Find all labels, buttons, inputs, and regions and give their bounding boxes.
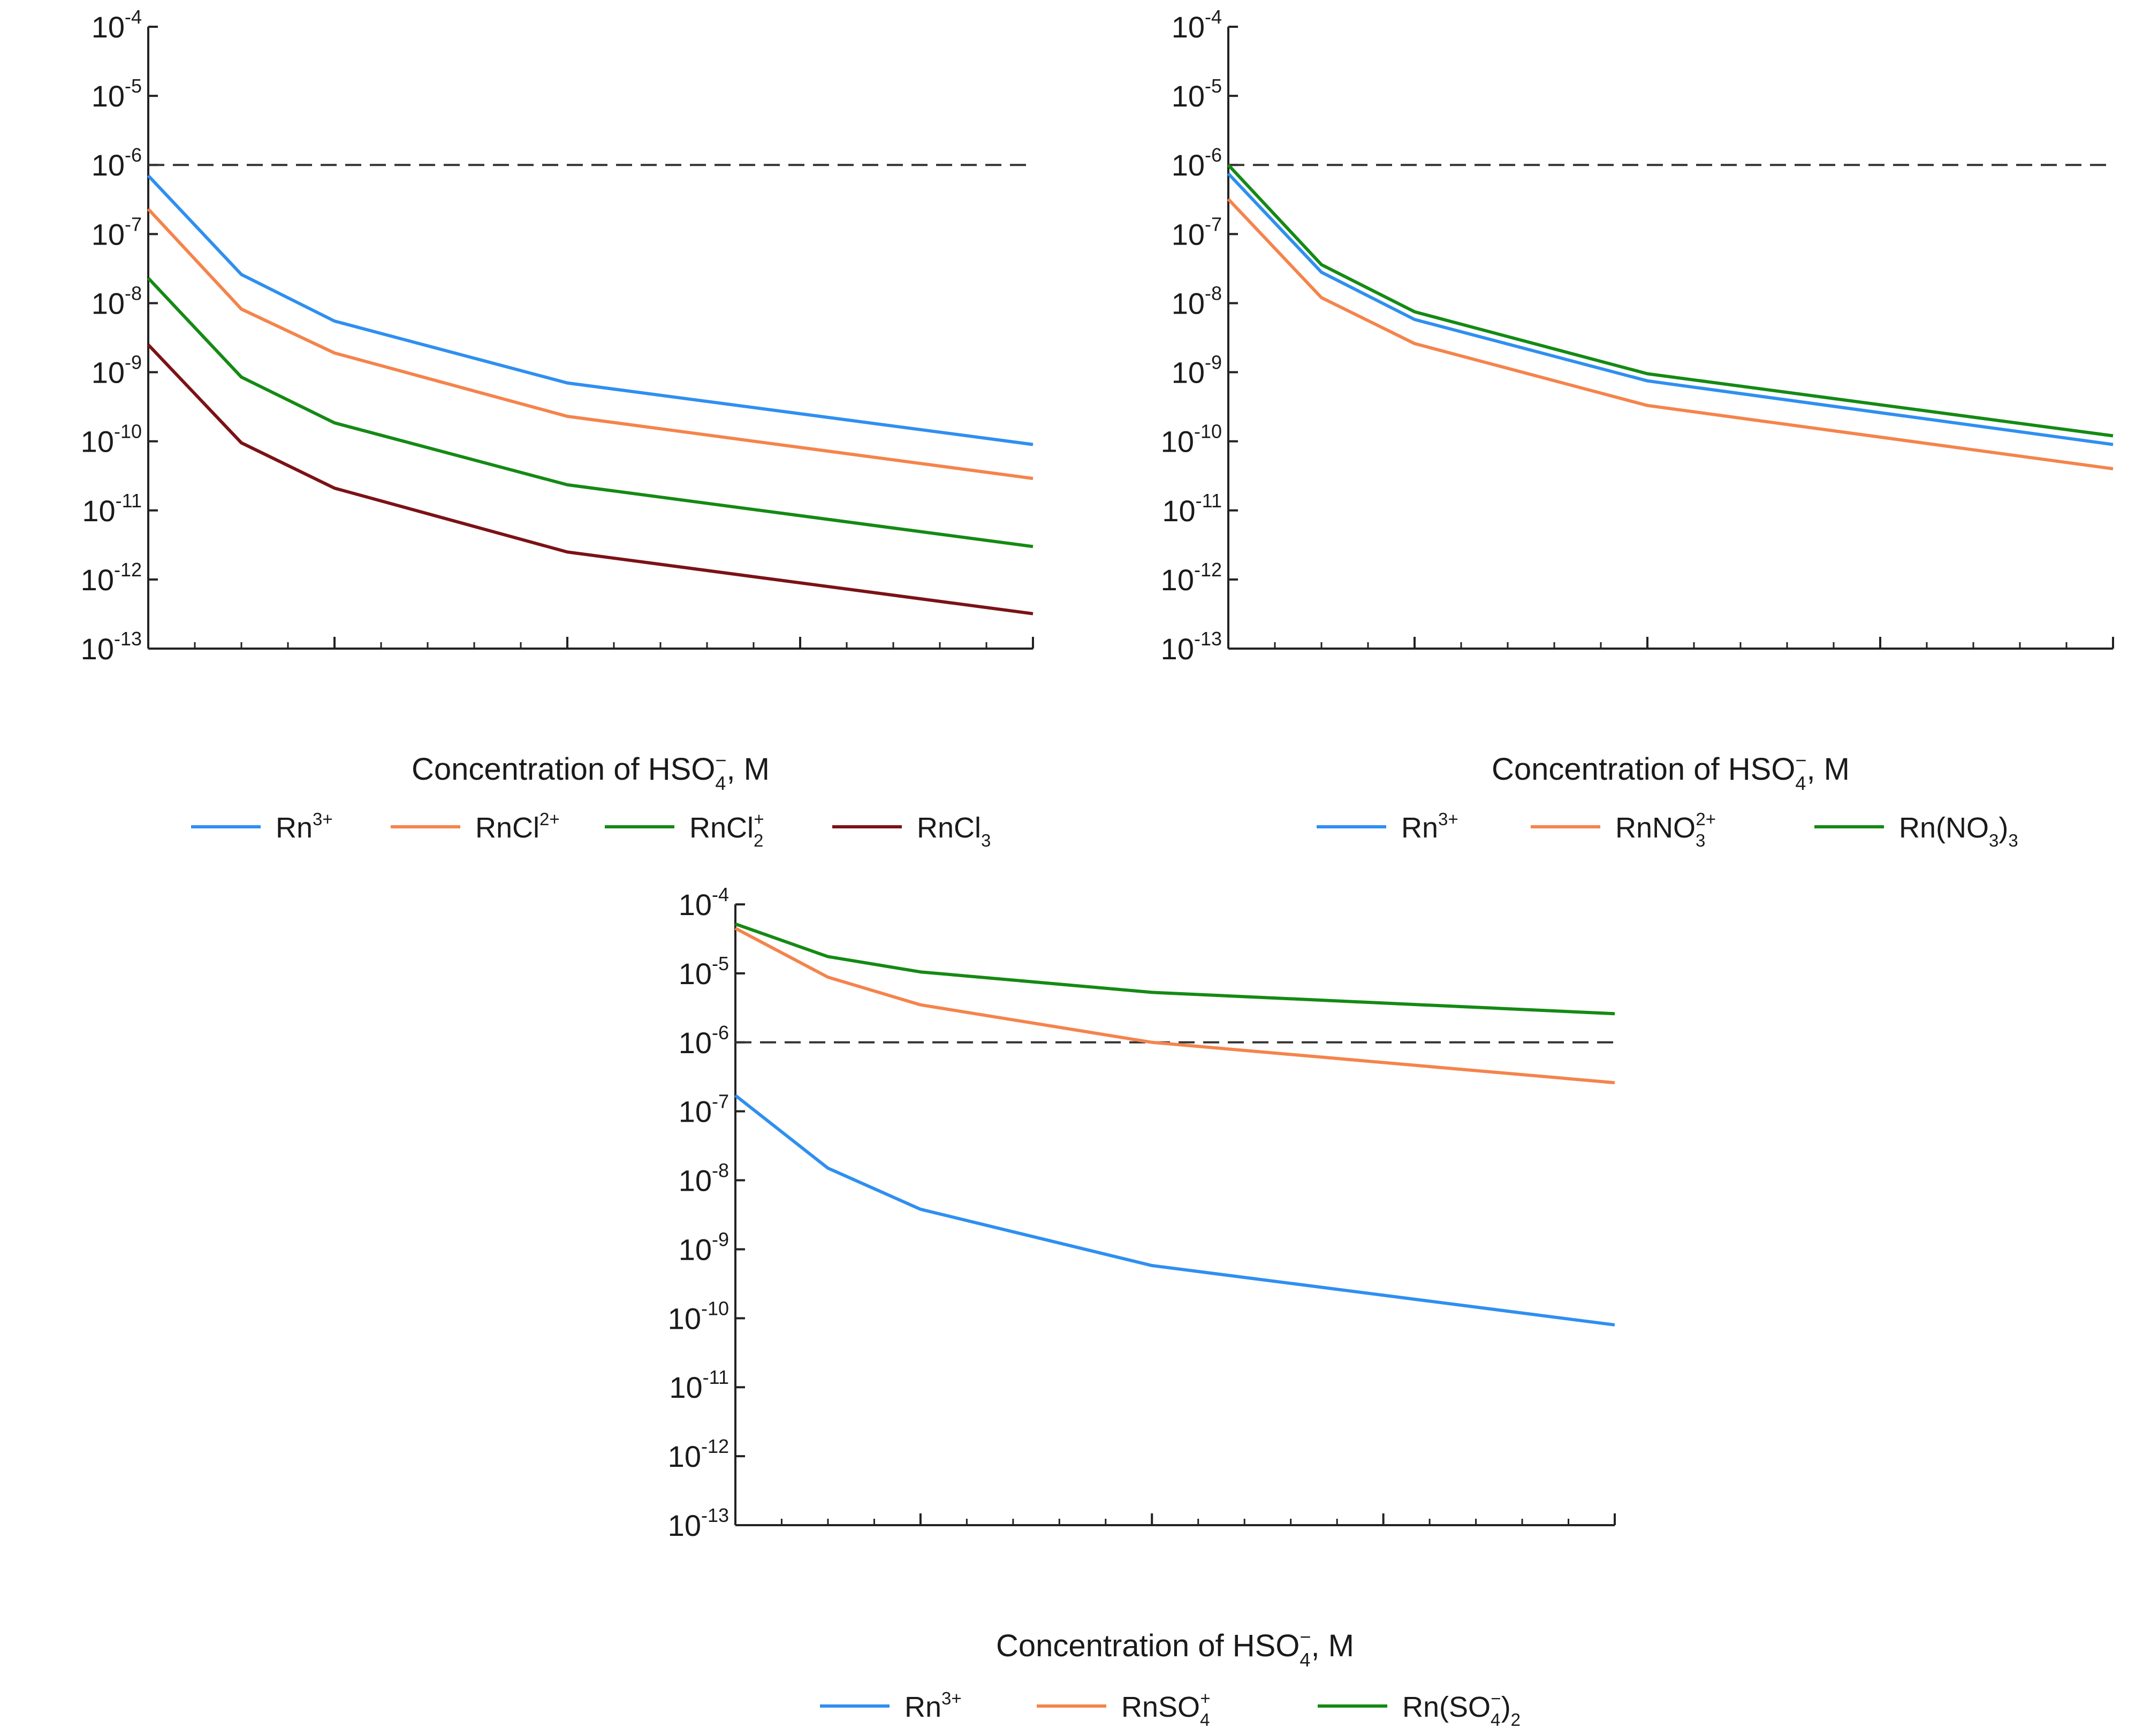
series-line-1 <box>147 174 1033 446</box>
chart-panel-b: 10-13 10-12 10-11 10-10 10-9 10-8 10-7 10-6 10-5… <box>1161 6 2114 850</box>
x-axis-title: Concentration of HSO4−, M <box>412 749 770 794</box>
y-tick-label: 10-6 <box>679 1022 729 1060</box>
y-tick-label: 10-11 <box>1162 490 1222 528</box>
legend-label-3: Rn(NO3)3 <box>1899 812 2018 850</box>
series-line-1 <box>734 1094 1615 1327</box>
legend-label-3: RnCl2+ <box>689 809 764 850</box>
y-tick-label: 10-13 <box>81 628 142 666</box>
legend-label-2: RnNO32+ <box>1615 809 1716 850</box>
series-line-2 <box>147 208 1033 481</box>
y-tick-label: 10-9 <box>92 352 142 390</box>
y-tick-label: 10-9 <box>679 1228 729 1266</box>
y-tick-label: 10-7 <box>92 213 142 251</box>
legend-label-2: RnCl2+ <box>475 809 560 844</box>
y-tick-label: 10-8 <box>1172 282 1222 320</box>
legend-label-2: RnSO4+ <box>1121 1688 1211 1730</box>
series-line-1 <box>1227 172 2114 446</box>
y-tick-label: 10-12 <box>81 559 142 597</box>
chart-panel-a: 10-13 10-12 10-11 10-10 10-9 10-8 10-7 10-6 10-5… <box>81 6 1034 850</box>
series-line-3 <box>1227 164 2114 438</box>
y-tick-label: 10-9 <box>1172 352 1222 390</box>
series-line-3 <box>147 277 1033 549</box>
y-tick-label: 10-13 <box>668 1504 729 1542</box>
y-tick-label: 10-4 <box>679 884 729 922</box>
y-tick-label: 10-10 <box>1161 421 1222 459</box>
y-tick-label: 10-5 <box>679 953 729 991</box>
y-tick-label: 10-6 <box>1172 144 1222 182</box>
y-tick-label: 10-12 <box>668 1435 729 1473</box>
legend-label-4: RnCl3 <box>917 812 991 850</box>
y-tick-label: 10-10 <box>668 1297 729 1335</box>
chart-panel-c: 10-13 10-12 10-11 10-10 10-9 10-8 10-7 10-6 10-5… <box>668 884 1616 1730</box>
legend-label-1: Rn3+ <box>905 1688 962 1723</box>
y-tick-label: 10-11 <box>82 490 142 528</box>
y-tick-label: 10-8 <box>679 1160 729 1198</box>
y-tick-label: 10-6 <box>92 144 142 182</box>
series-line-3 <box>735 922 1615 1016</box>
y-tick-label: 10-8 <box>92 282 142 320</box>
y-tick-label: 10-10 <box>81 421 142 459</box>
y-tick-label: 10-11 <box>669 1366 729 1404</box>
y-tick-label: 10-4 <box>1172 6 1222 44</box>
legend-label-3: Rn(SO4−)2 <box>1402 1688 1521 1730</box>
y-tick-label: 10-12 <box>1161 559 1222 597</box>
y-tick-label: 10-5 <box>1172 75 1222 113</box>
legend-label-1: Rn3+ <box>276 809 333 844</box>
series-line-4 <box>147 344 1033 615</box>
y-tick-label: 10-7 <box>1172 213 1222 251</box>
y-tick-label: 10-4 <box>92 6 142 44</box>
x-axis-title: Concentration of HSO4−, M <box>996 1626 1354 1671</box>
y-tick-label: 10-5 <box>92 75 142 113</box>
x-axis-title: Concentration of HSO4−, M <box>1492 749 1850 794</box>
series-line-2 <box>1227 198 2114 470</box>
y-tick-label: 10-7 <box>679 1091 729 1129</box>
y-tick-label: 10-13 <box>1161 628 1222 666</box>
legend-label-1: Rn3+ <box>1401 809 1458 844</box>
series-line-2 <box>734 927 1615 1085</box>
